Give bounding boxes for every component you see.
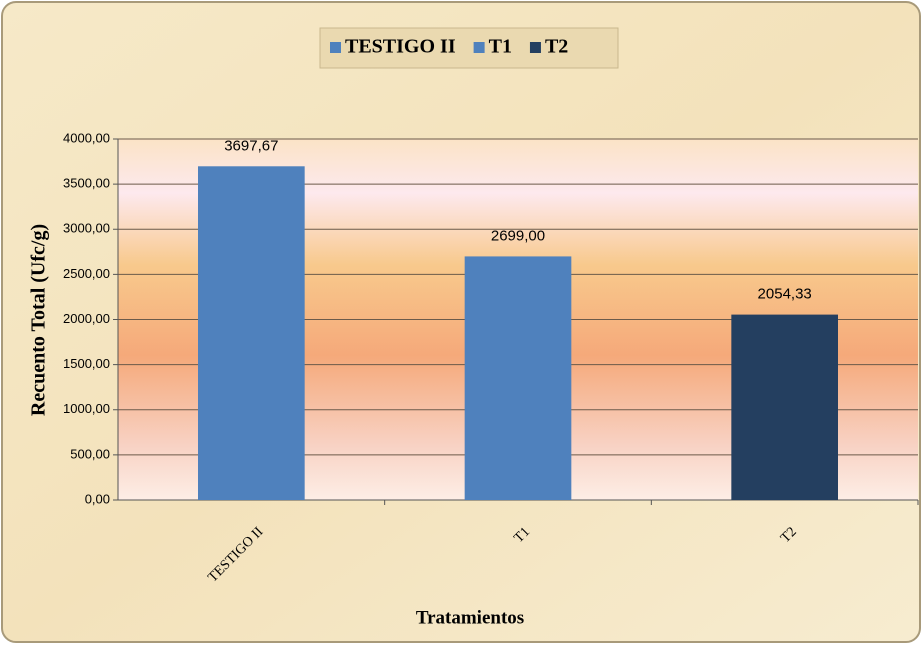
y-tick-label: 0,00	[85, 491, 110, 506]
y-tick-label: 3500,00	[63, 176, 110, 191]
data-label: 2054,33	[758, 286, 812, 303]
data-label: 2699,00	[491, 227, 545, 244]
legend-label: T2	[545, 36, 568, 58]
legend-swatch	[473, 42, 485, 53]
legend-box	[319, 27, 619, 69]
legend-label: T1	[489, 36, 512, 58]
bar	[464, 256, 572, 500]
y-tick-label: 1500,00	[63, 356, 110, 371]
data-label: 3697,67	[224, 137, 278, 154]
legend-swatch	[529, 42, 541, 53]
legend-swatch	[330, 42, 341, 53]
y-tick-label: 4000,00	[63, 130, 110, 145]
bar	[198, 166, 305, 500]
y-axis-label: Recuento Total (Ufc/g)	[28, 224, 50, 416]
legend-label: TESTIGO II	[345, 36, 456, 58]
x-axis-label: Tratamientos	[416, 607, 524, 628]
y-tick-label: 1000,00	[63, 401, 110, 416]
y-tick-label: 3000,00	[63, 221, 110, 236]
y-tick-label: 500,00	[70, 446, 110, 461]
y-tick-label: 2500,00	[63, 266, 110, 281]
bar	[731, 314, 838, 500]
y-tick-label: 2000,00	[63, 311, 110, 326]
